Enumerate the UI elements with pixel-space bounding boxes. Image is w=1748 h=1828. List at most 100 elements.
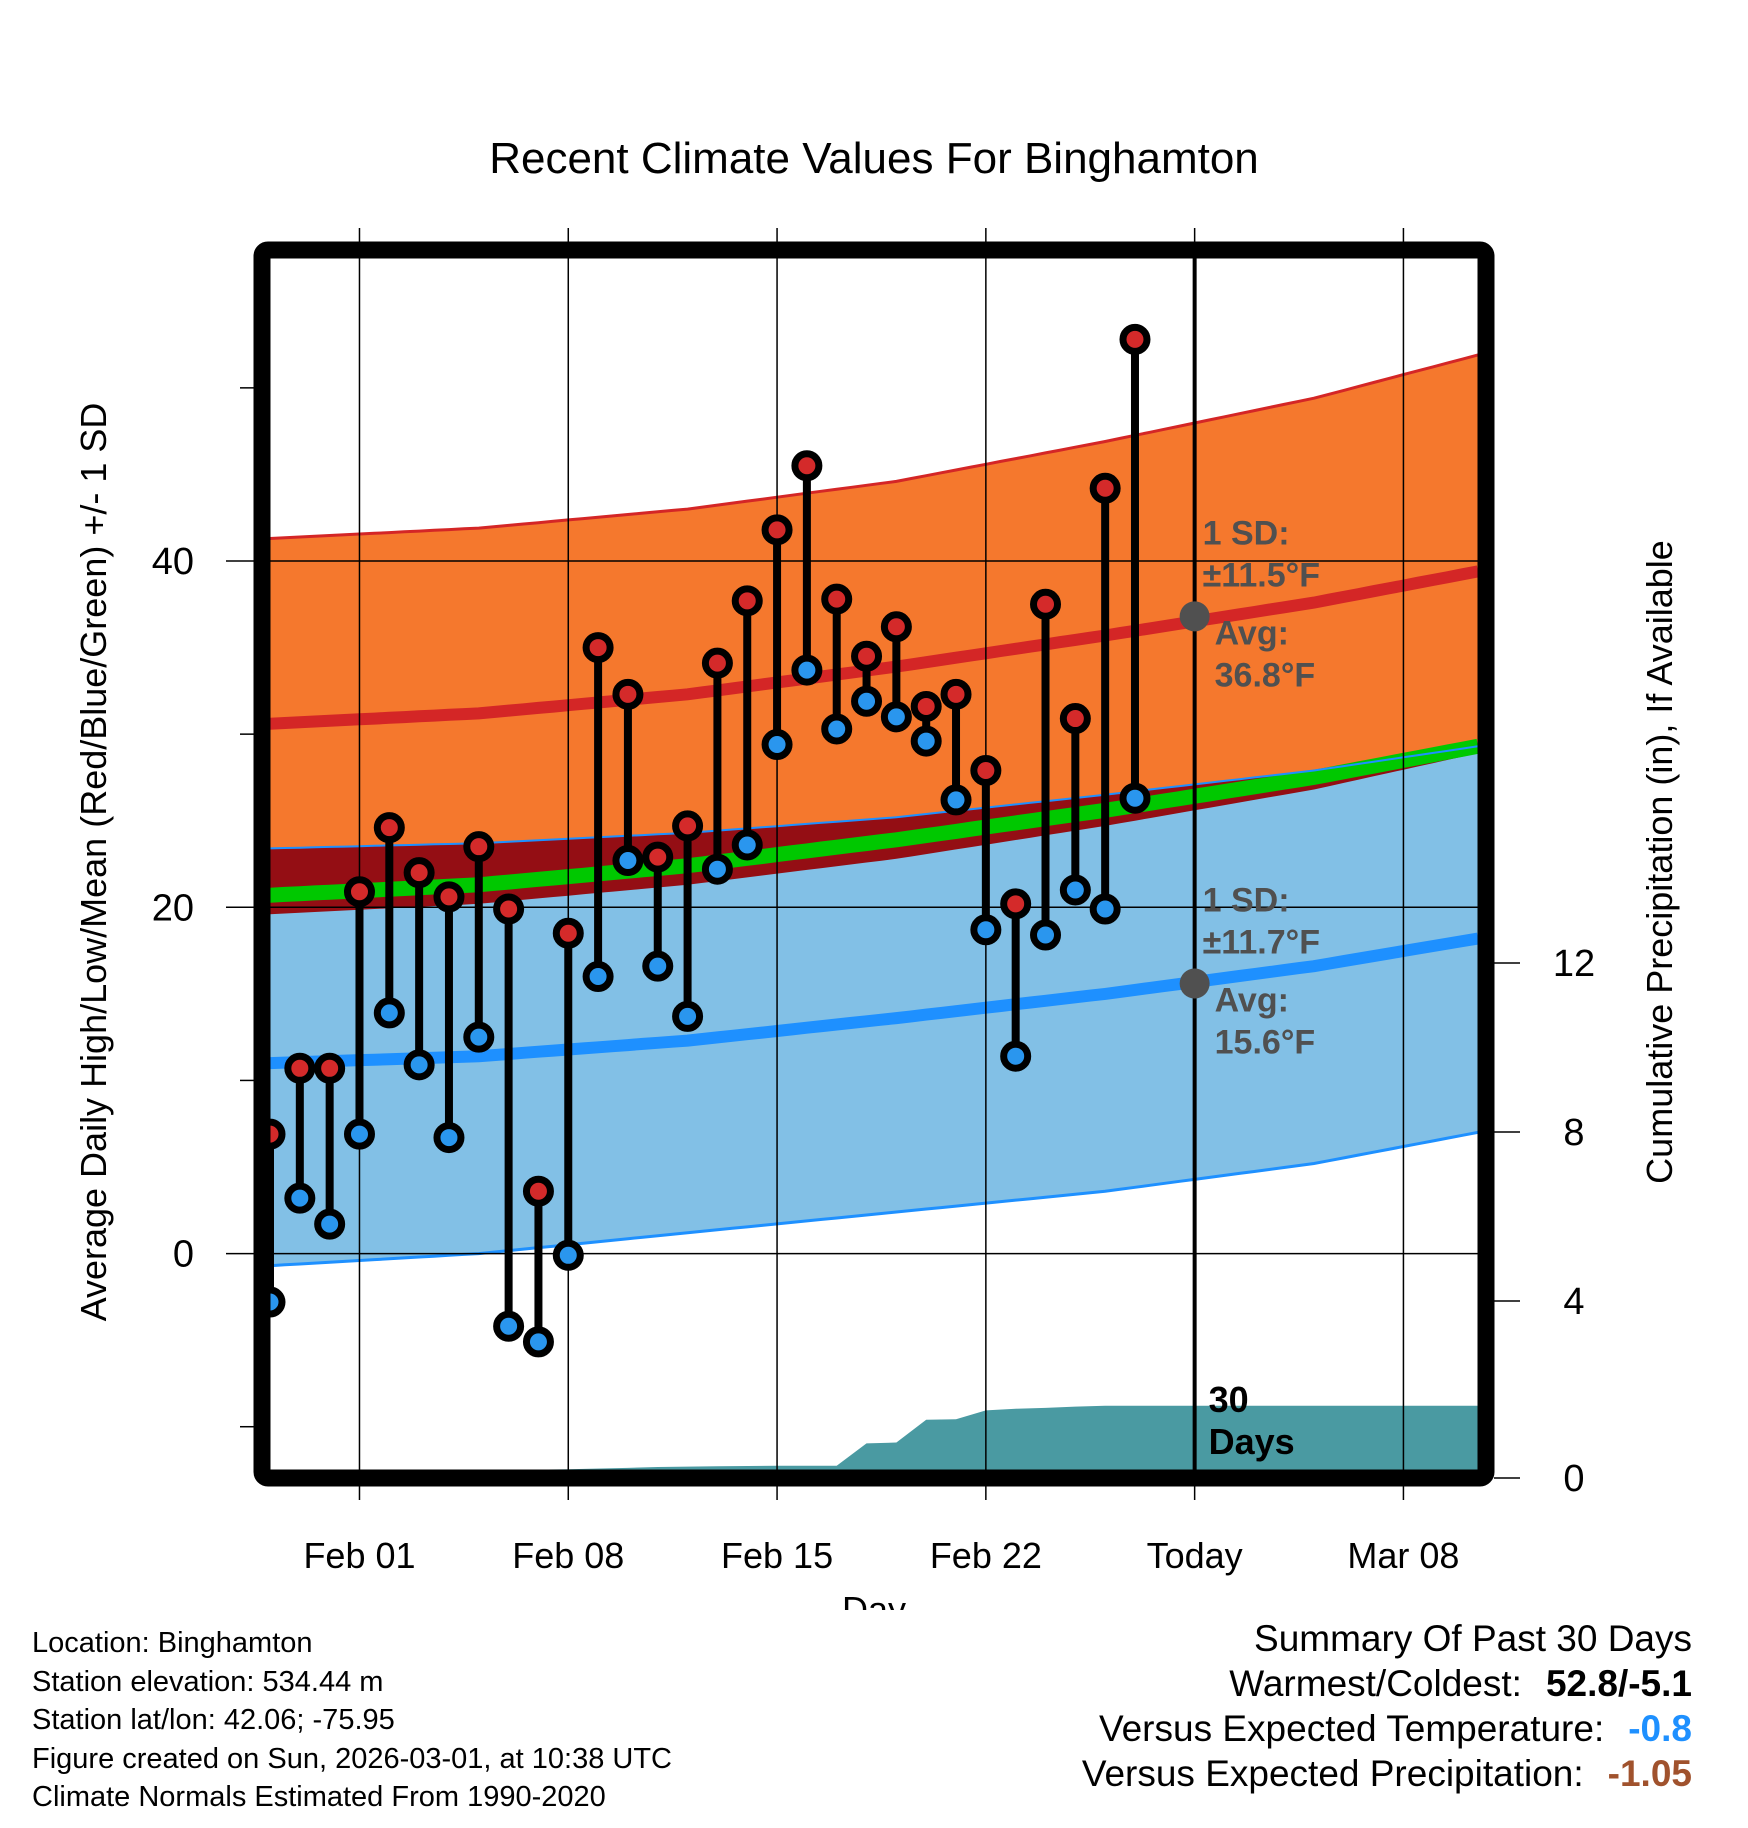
today-days-label-line: 30 xyxy=(1209,1379,1249,1420)
daily-high-point xyxy=(672,810,704,842)
high-avg-marker xyxy=(1179,601,1210,632)
daily-high-point xyxy=(284,1052,316,1084)
daily-low-point xyxy=(970,914,1002,946)
daily-low-point xyxy=(403,1049,435,1081)
elevation-text: Station elevation: 534.44 m xyxy=(32,1665,384,1698)
daily-high-point xyxy=(403,857,435,889)
daily-low-point xyxy=(493,1310,525,1342)
daily-low-point xyxy=(612,845,644,877)
summary-title: Summary Of Past 30 Days xyxy=(1254,1618,1692,1659)
daily-high-point xyxy=(612,678,644,710)
high-sd-band xyxy=(270,355,1478,849)
y-right-tick-label: 0 xyxy=(1563,1458,1584,1500)
daily-high-point xyxy=(761,514,793,546)
daily-high-point xyxy=(731,585,763,617)
daily-high-point xyxy=(552,917,584,949)
x-tick-label: Today xyxy=(1147,1535,1243,1576)
summary-precip-row: Versus Expected Precipitation: -1.05 xyxy=(1082,1751,1692,1796)
daily-low-point xyxy=(463,1021,495,1053)
daily-low-point xyxy=(1059,874,1091,906)
daily-low-point xyxy=(910,725,942,757)
daily-high-point xyxy=(821,583,853,615)
annotation-line: 15.6°F xyxy=(1215,1023,1316,1061)
daily-high-point xyxy=(314,1052,346,1084)
precip-anomaly-value: -1.05 xyxy=(1607,1753,1692,1794)
normal-mean-line xyxy=(270,738,1478,903)
daily-low-point xyxy=(701,853,733,885)
annotation-line: ±11.7°F xyxy=(1203,923,1320,961)
daily-high-point xyxy=(910,690,942,722)
summary-panel: Summary Of Past 30 Days Warmest/Coldest:… xyxy=(1082,1616,1692,1796)
daily-low-point xyxy=(270,1286,286,1318)
climate-chart: Recent Climate Values For Binghamton 30 D… xyxy=(73,134,1680,1610)
daily-low-point xyxy=(552,1239,584,1271)
y-tick-label: 40 xyxy=(152,541,194,583)
daily-high-point xyxy=(433,881,465,913)
annotation-line: Avg: xyxy=(1215,981,1289,1019)
y-right-tick-label: 4 xyxy=(1563,1281,1584,1323)
daily-low-point xyxy=(433,1122,465,1154)
daily-low-point xyxy=(284,1182,316,1214)
daily-high-point xyxy=(373,812,405,844)
daily-high-point xyxy=(1000,888,1032,920)
daily-high-point xyxy=(851,640,883,672)
daily-low-point xyxy=(373,997,405,1029)
temp-anomaly-value: -0.8 xyxy=(1628,1708,1692,1749)
daily-high-point xyxy=(582,632,614,664)
daily-low-point xyxy=(522,1326,554,1358)
normal-low-line xyxy=(270,932,1478,1070)
precip-label: Versus Expected Precipitation: xyxy=(1081,1753,1584,1794)
plot-frame xyxy=(253,241,1495,1487)
today-days-label: 30 Days xyxy=(1209,1379,1295,1462)
daily-low-point xyxy=(1030,919,1062,951)
annotation-line: 36.8°F xyxy=(1215,656,1316,694)
y-axis-right-label: Cumulative Precipitation (in), If Availa… xyxy=(1639,540,1680,1184)
summary-warmest-row: Warmest/Coldest: 52.8/-5.1 xyxy=(1082,1661,1692,1706)
summary-temp-row: Versus Expected Temperature: -0.8 xyxy=(1082,1706,1692,1751)
daily-high-point xyxy=(1059,703,1091,735)
annotation-line: 1 SD: xyxy=(1203,514,1290,552)
high-plus-sd-line xyxy=(270,353,1478,540)
daily-high-point xyxy=(880,611,912,643)
x-tick-label: Mar 08 xyxy=(1347,1535,1459,1576)
daily-low-point xyxy=(821,713,853,745)
daily-low-point xyxy=(761,729,793,761)
x-axis-label: Day xyxy=(842,1589,906,1610)
daily-low-point xyxy=(1119,782,1151,814)
high-sd-annotation: 1 SD: ±11.5°F Avg: 36.8°F xyxy=(1203,514,1320,694)
daily-high-point xyxy=(1119,323,1151,355)
daily-low-point xyxy=(343,1118,375,1150)
y-tick-label: 20 xyxy=(152,887,194,929)
x-tick-label: Feb 22 xyxy=(930,1535,1042,1576)
daily-high-point xyxy=(343,876,375,908)
y-tick-label: 0 xyxy=(173,1234,194,1276)
daily-low-point xyxy=(791,654,823,686)
low-avg-marker xyxy=(1179,968,1210,999)
daily-low-point xyxy=(1000,1040,1032,1072)
daily-high-point xyxy=(270,1118,286,1150)
daily-low-point xyxy=(1089,893,1121,925)
daily-high-point xyxy=(791,450,823,482)
chart-title: Recent Climate Values For Binghamton xyxy=(489,134,1259,183)
daily-high-point xyxy=(522,1175,554,1207)
today-days-label-line: Days xyxy=(1209,1421,1295,1462)
daily-low-point xyxy=(851,685,883,717)
daily-high-point xyxy=(940,678,972,710)
y-axis-label: Average Daily High/Low/Mean (Red/Blue/Gr… xyxy=(73,403,114,1322)
y-right-tick-label: 12 xyxy=(1553,943,1595,985)
daily-high-point xyxy=(970,755,1002,787)
x-tick-label: Feb 08 xyxy=(512,1535,624,1576)
temp-label: Versus Expected Temperature: xyxy=(1098,1708,1605,1749)
daily-high-point xyxy=(493,893,525,925)
annotation-line: Avg: xyxy=(1215,614,1289,652)
daily-low-point xyxy=(642,950,674,982)
daily-high-point xyxy=(701,647,733,679)
daily-low-point xyxy=(940,784,972,816)
daily-high-point xyxy=(1089,472,1121,504)
latlon-text: Station lat/lon: 42.06; -75.95 xyxy=(32,1704,395,1736)
x-tick-label: Feb 01 xyxy=(303,1535,415,1576)
normals-text: Climate Normals Estimated From 1990-2020 xyxy=(32,1781,606,1813)
annotation-line: 1 SD: xyxy=(1203,881,1290,919)
precip-area xyxy=(270,1405,1478,1470)
x-tick-label: Feb 15 xyxy=(721,1535,833,1576)
